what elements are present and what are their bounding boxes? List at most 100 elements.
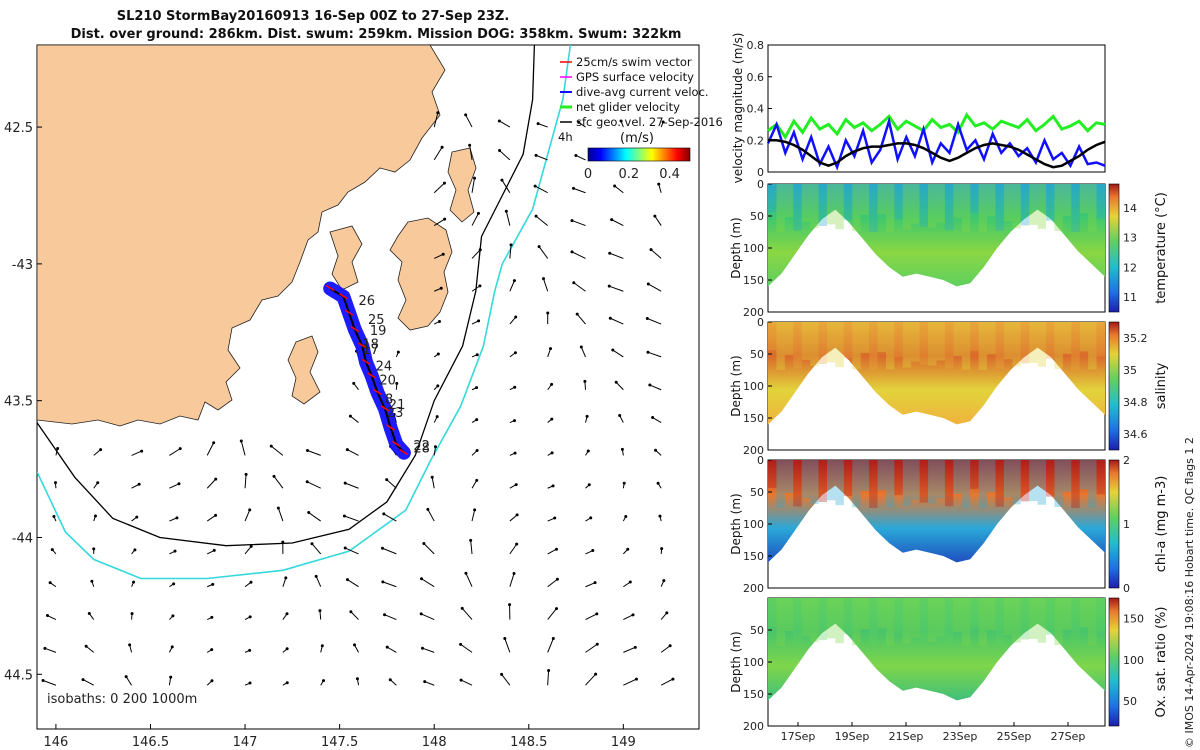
vector-head [349,610,353,614]
section-y-tick-label: 200 [743,306,764,319]
section-colorbar-tick: 13 [1123,232,1137,245]
vector-head [478,284,482,288]
vector-head [310,542,314,546]
legend-gps: GPS surface velocity [576,70,694,84]
vector-head [656,481,660,485]
vector-head [668,644,672,648]
current-vector [660,645,671,653]
current-vector [547,548,557,555]
vector-head [43,646,47,650]
section-texture [936,598,945,637]
section-texture [1020,322,1030,364]
current-vector [347,579,359,588]
section-texture [995,184,1004,231]
vector-head [210,648,214,652]
section-colorbar-label: salinity [1154,362,1169,409]
current-vector [386,646,397,653]
section-texture [784,322,794,356]
vector-head [551,637,555,641]
vector-head [550,451,554,455]
velocity-y-tick-label: 0.2 [747,134,765,147]
current-vector [576,313,586,325]
map-x-tick-label: 148 [422,735,447,750]
section-field [768,322,1105,425]
section-texture [911,460,920,500]
section-y-tick-label: 50 [750,348,764,361]
current-vector [382,581,397,588]
section-texture [1062,598,1072,630]
vector-head [343,481,347,485]
current-vector [424,681,435,686]
current-vector [471,285,481,292]
section-colorbar-tick: 50 [1123,695,1137,708]
current-vector [647,318,662,325]
current-vector [344,515,359,522]
current-vector [501,179,511,194]
current-vector [244,509,251,522]
vector-head [87,612,91,616]
vector-head [345,578,349,582]
section-texture [919,460,929,503]
vector-head [48,581,52,585]
section-texture [987,460,996,493]
vector-head [440,145,444,149]
current-vector [623,678,637,686]
copyright-note: © IMOS 14-Apr-2024 19:08:16 Hobart time.… [1183,437,1196,748]
section-texture [768,598,777,626]
vector-head [388,678,392,682]
vector-head [50,548,54,552]
section-x-tick-label: 17Sep [781,730,816,743]
section-texture [995,460,1004,507]
vector-head [459,678,463,682]
current-vector [537,123,548,128]
vector-head [536,122,540,126]
section-texture [944,184,954,231]
map-legend: 25cm/s swim vector GPS surface velocity … [558,55,723,182]
section-y-tick-label: 150 [743,550,764,563]
vector-head [574,153,578,157]
current-vector [131,450,142,456]
legend-dive: dive-avg current veloc. [576,85,709,99]
current-vector [460,679,473,686]
current-vector [647,351,662,358]
section-texture [944,598,954,645]
vector-head [437,319,441,323]
vector-head [439,286,443,290]
section-texture [970,598,979,627]
current-vector [423,543,435,555]
section-texture [852,598,861,646]
vector-head [595,642,599,646]
current-vector [206,514,216,522]
section-x-tick-label: 21Sep [889,730,924,743]
section-texture [793,598,802,645]
section-texture [852,322,861,370]
vector-head [53,481,57,485]
current-vector [277,507,284,522]
vector-head [634,677,638,681]
section-texture [1054,184,1063,231]
vector-head [473,176,477,180]
section-texture [877,322,886,353]
section-texture [793,184,802,231]
current-vector [82,679,94,686]
current-vector [345,547,359,555]
velocity-series [766,112,1106,171]
vector-head [460,606,464,610]
vector-head [423,680,427,684]
vector-head [272,474,276,478]
vector-head [498,148,502,152]
map-x-tick-label: 148.5 [510,735,547,750]
section-colorbar-tick: 100 [1123,654,1144,667]
current-vector [384,614,397,621]
vector-head [476,211,480,215]
section-texture [801,322,811,360]
map-x-tick-label: 149 [611,735,636,750]
vector-head [646,282,650,286]
section-field [768,184,1105,287]
section-colorbar-tick: 12 [1123,261,1137,274]
section-texture [826,460,836,501]
section-texture [1096,184,1105,219]
section-y-tick-label: 100 [743,380,764,393]
